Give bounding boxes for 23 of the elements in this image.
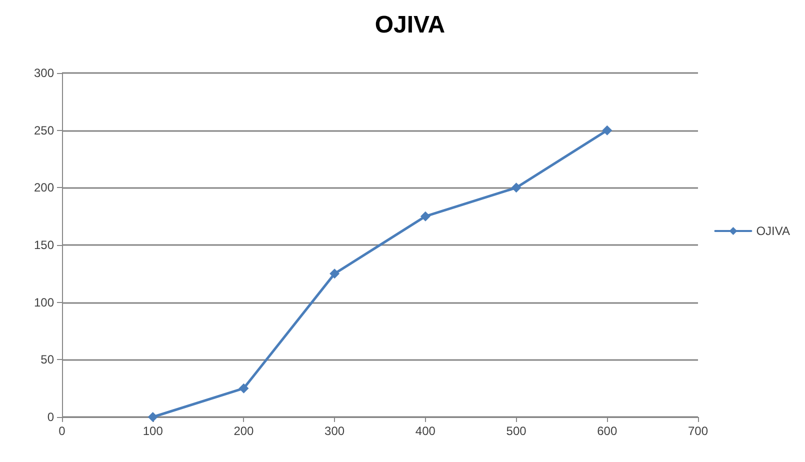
point [330, 268, 340, 279]
y-tick-label: 150 [34, 238, 54, 252]
y-tick-label: 250 [34, 123, 54, 138]
y-tick-label: 0 [47, 410, 54, 424]
x-tick-label: 0 [58, 424, 66, 438]
point [511, 182, 522, 193]
x-tick-label: 700 [688, 424, 708, 438]
x-tick-label: 300 [324, 424, 345, 438]
point [148, 412, 158, 422]
x-tick-label: 200 [234, 424, 254, 438]
x-tick-label: 400 [415, 424, 436, 438]
point [420, 211, 430, 222]
y-tick-label: 200 [34, 180, 54, 195]
x-tick-label: 500 [506, 424, 527, 438]
legend-label: OJIVA [756, 224, 790, 238]
chart-title: OJIVA [374, 12, 446, 38]
x-tick-label: 100 [142, 424, 164, 438]
y-tick-label: 300 [34, 66, 54, 80]
y-tick-label: 50 [40, 352, 54, 367]
point [602, 125, 612, 136]
x-tick-label: 600 [597, 424, 618, 438]
point [238, 383, 249, 394]
y-tick-label: 100 [34, 295, 54, 310]
